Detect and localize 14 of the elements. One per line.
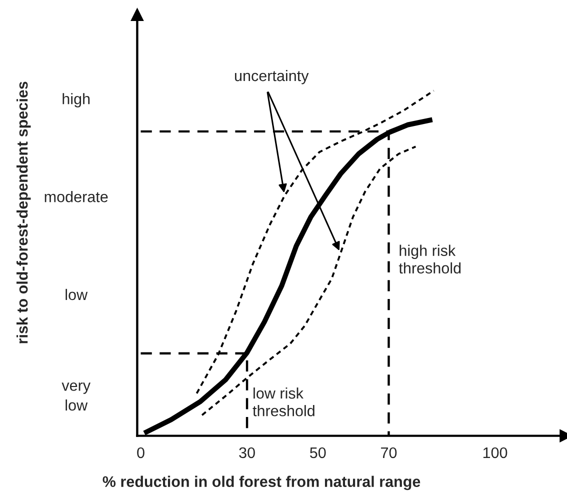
x-tick-label: 50: [310, 447, 326, 458]
annotation: low risk threshold: [252, 387, 314, 416]
x-tick-label: 100: [483, 447, 508, 458]
annotation: high risk threshold: [398, 244, 461, 274]
text: low: [66, 288, 88, 300]
text: high: [62, 93, 90, 108]
x-axis-title: % reduction in old forest from natural range: [102, 476, 420, 490]
text: risk to old-forest-dependent species: [16, 82, 31, 344]
x-tick-label: 0: [137, 447, 144, 458]
x-tick-label: 30: [239, 447, 255, 458]
x-tick-label: 70: [381, 447, 397, 458]
text: moderate: [44, 191, 108, 202]
text: very low: [62, 382, 91, 411]
text: uncertainty: [235, 70, 309, 84]
